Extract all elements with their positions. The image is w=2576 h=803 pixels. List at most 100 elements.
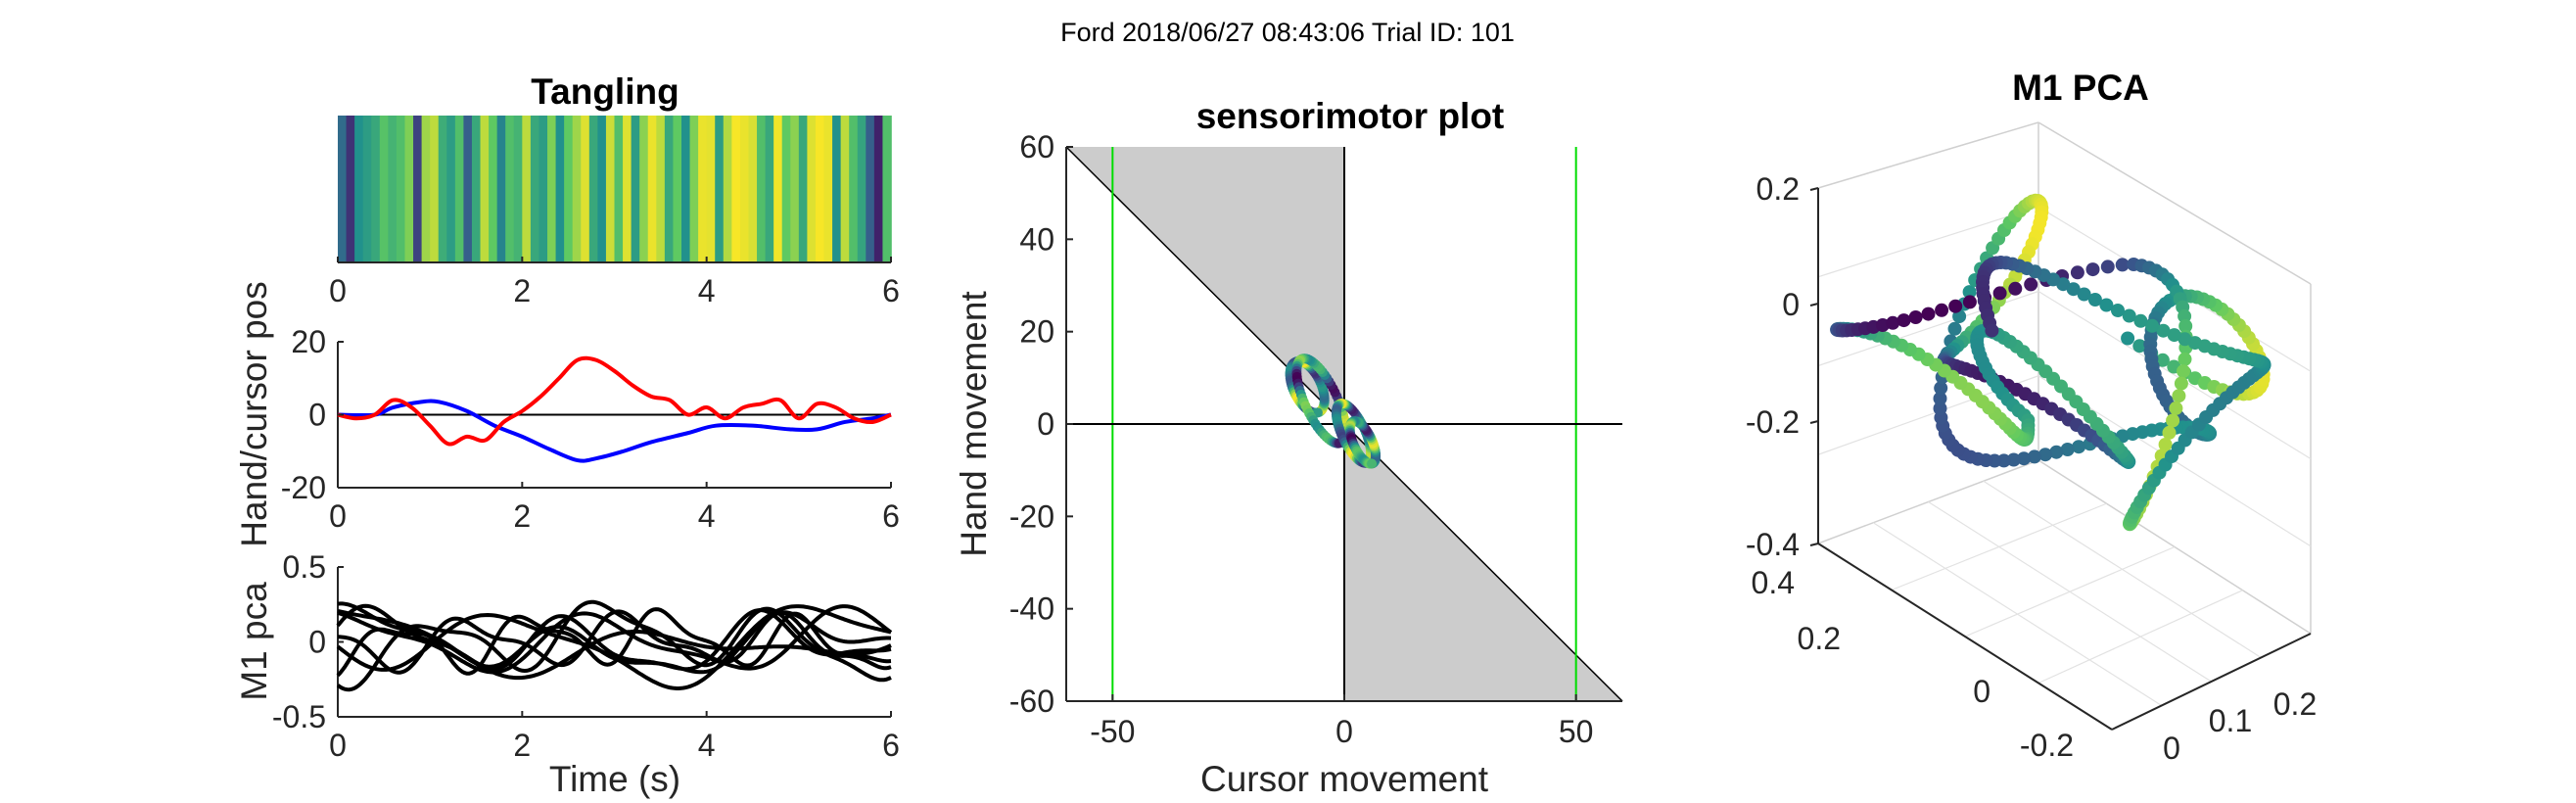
y-tick-label: -0.5: [272, 699, 326, 734]
z-tick-mark: [1809, 187, 1819, 191]
hand-cursor-series: [337, 355, 892, 463]
m1-pca-3d-box: [1817, 121, 2312, 731]
sensorimotor-ylabel: Hand movement: [954, 291, 994, 557]
heatmap-cell: [639, 116, 649, 262]
heatmap-cell: [866, 116, 875, 262]
pca-3d-point: [2178, 332, 2192, 347]
z-tick-label: 0: [1782, 287, 1800, 322]
z-tick-label: 0.2: [1756, 171, 1800, 207]
heatmap-cell: [388, 116, 398, 262]
heatmap-cell: [614, 116, 624, 262]
heatmap-cell: [765, 116, 774, 262]
pca-3d-point: [1985, 323, 1999, 338]
pca-trace: [337, 609, 892, 681]
heatmap-cell: [656, 116, 666, 262]
heatmap-cell: [489, 116, 498, 262]
pca-3d-point: [2177, 364, 2190, 379]
pca-3d-point: [2017, 451, 2032, 466]
y-tick-label: -60: [1009, 684, 1054, 719]
x-tick-label: 4: [698, 273, 716, 308]
heatmap-cell: [689, 116, 699, 262]
heatmap-cell: [354, 116, 364, 262]
heatmap-cell: [430, 116, 440, 262]
pca-3d-point: [2072, 440, 2086, 454]
heatmap-cell: [513, 116, 524, 262]
pca-3d-point: [2158, 438, 2173, 451]
heatmap-cell: [857, 116, 867, 262]
pca-3d-point: [2060, 443, 2075, 456]
pca-3d-point: [2172, 389, 2186, 403]
heatmap-cell: [849, 116, 859, 262]
m1-pca-ticks: 0 2 4 60.50-0.5: [272, 549, 900, 763]
axis-edge: [1817, 543, 2113, 731]
pca-3d-point: [1897, 313, 1911, 328]
pca-3d-point: [2008, 281, 2023, 296]
y-tick-label: 20: [1019, 314, 1054, 350]
y-tick-label: 60: [1019, 129, 1054, 165]
pca-3d-point: [1934, 381, 1948, 396]
sensorimotor-panel: sensorimotor plot -50 0 50 60 40 20 0 -20 -40 -60…: [954, 96, 1623, 799]
pca-3d-point: [1908, 310, 1923, 324]
x-tick-label: 6: [882, 498, 900, 534]
heatmap-cell: [371, 116, 381, 262]
grid-line: [1983, 480, 2262, 659]
y-tick-label: 0: [1973, 674, 1991, 709]
pca-3d-point: [2178, 308, 2192, 323]
pca-3d-point: [2085, 262, 2100, 277]
x-tick-label: 6: [882, 728, 900, 763]
heatmap-cell: [781, 116, 792, 262]
pca-3d-point: [2087, 293, 2102, 307]
pca-3d-point: [2162, 425, 2177, 440]
heatmap-cell: [588, 116, 599, 262]
heatmap-cell: [757, 116, 767, 262]
y-tick-label: 0.4: [1752, 565, 1795, 600]
heatmap-cell: [748, 116, 758, 262]
x-tick-label: 0: [329, 728, 347, 763]
heatmap-cell: [404, 116, 414, 262]
heatmap-cell: [421, 116, 431, 262]
y-tick-label: 0: [308, 398, 326, 433]
hand-position-line: [337, 399, 892, 463]
m1-pca-3d-title: M1 PCA: [2012, 68, 2149, 108]
heatmap-cell: [338, 116, 348, 262]
m1-pca-ylabel: M1 pca: [234, 582, 274, 701]
pca-3d-point: [2167, 328, 2181, 343]
heatmap-cell: [539, 116, 548, 262]
pca-3d-point: [1935, 303, 1949, 317]
heatmap-cell: [505, 116, 515, 262]
heatmap-cell: [564, 116, 574, 262]
pca-3d-point: [1947, 321, 1962, 336]
x-tick-label: 0: [329, 498, 347, 534]
heatmap-cell: [815, 116, 825, 262]
x-tick-label: 50: [1559, 714, 1594, 749]
pca-3d-point: [2133, 313, 2148, 328]
heatmap-cell: [807, 116, 817, 262]
x-tick-label: 2: [513, 498, 531, 534]
x-tick-label: 2: [513, 728, 531, 763]
pca-3d-point: [1992, 286, 2007, 301]
z-tick-mark: [1809, 303, 1819, 307]
x-tick-label: 0: [1335, 714, 1353, 749]
pca-3d-point: [2038, 448, 2052, 462]
grid-line: [2037, 121, 2312, 285]
pca-3d-point: [2178, 352, 2192, 366]
heatmap-cell: [379, 116, 390, 262]
heatmap-cell: [631, 116, 640, 262]
heatmap-cell: [572, 116, 583, 262]
y-tick-label: 40: [1019, 221, 1054, 257]
pca-3d-point: [2066, 282, 2081, 297]
heatmap-cell: [840, 116, 850, 262]
tangling-title: Tangling: [531, 71, 679, 112]
heatmap-cell: [547, 116, 557, 262]
heatmap-cell: [773, 116, 783, 262]
cursor-position-line: [337, 355, 892, 447]
heatmap-cell: [605, 116, 616, 262]
heatmap-cell: [664, 116, 675, 262]
grid-line: [1964, 545, 2176, 638]
heatmap-cell: [715, 116, 725, 262]
pca-3d-point: [2155, 353, 2170, 367]
pca-3d-point: [2174, 376, 2188, 391]
